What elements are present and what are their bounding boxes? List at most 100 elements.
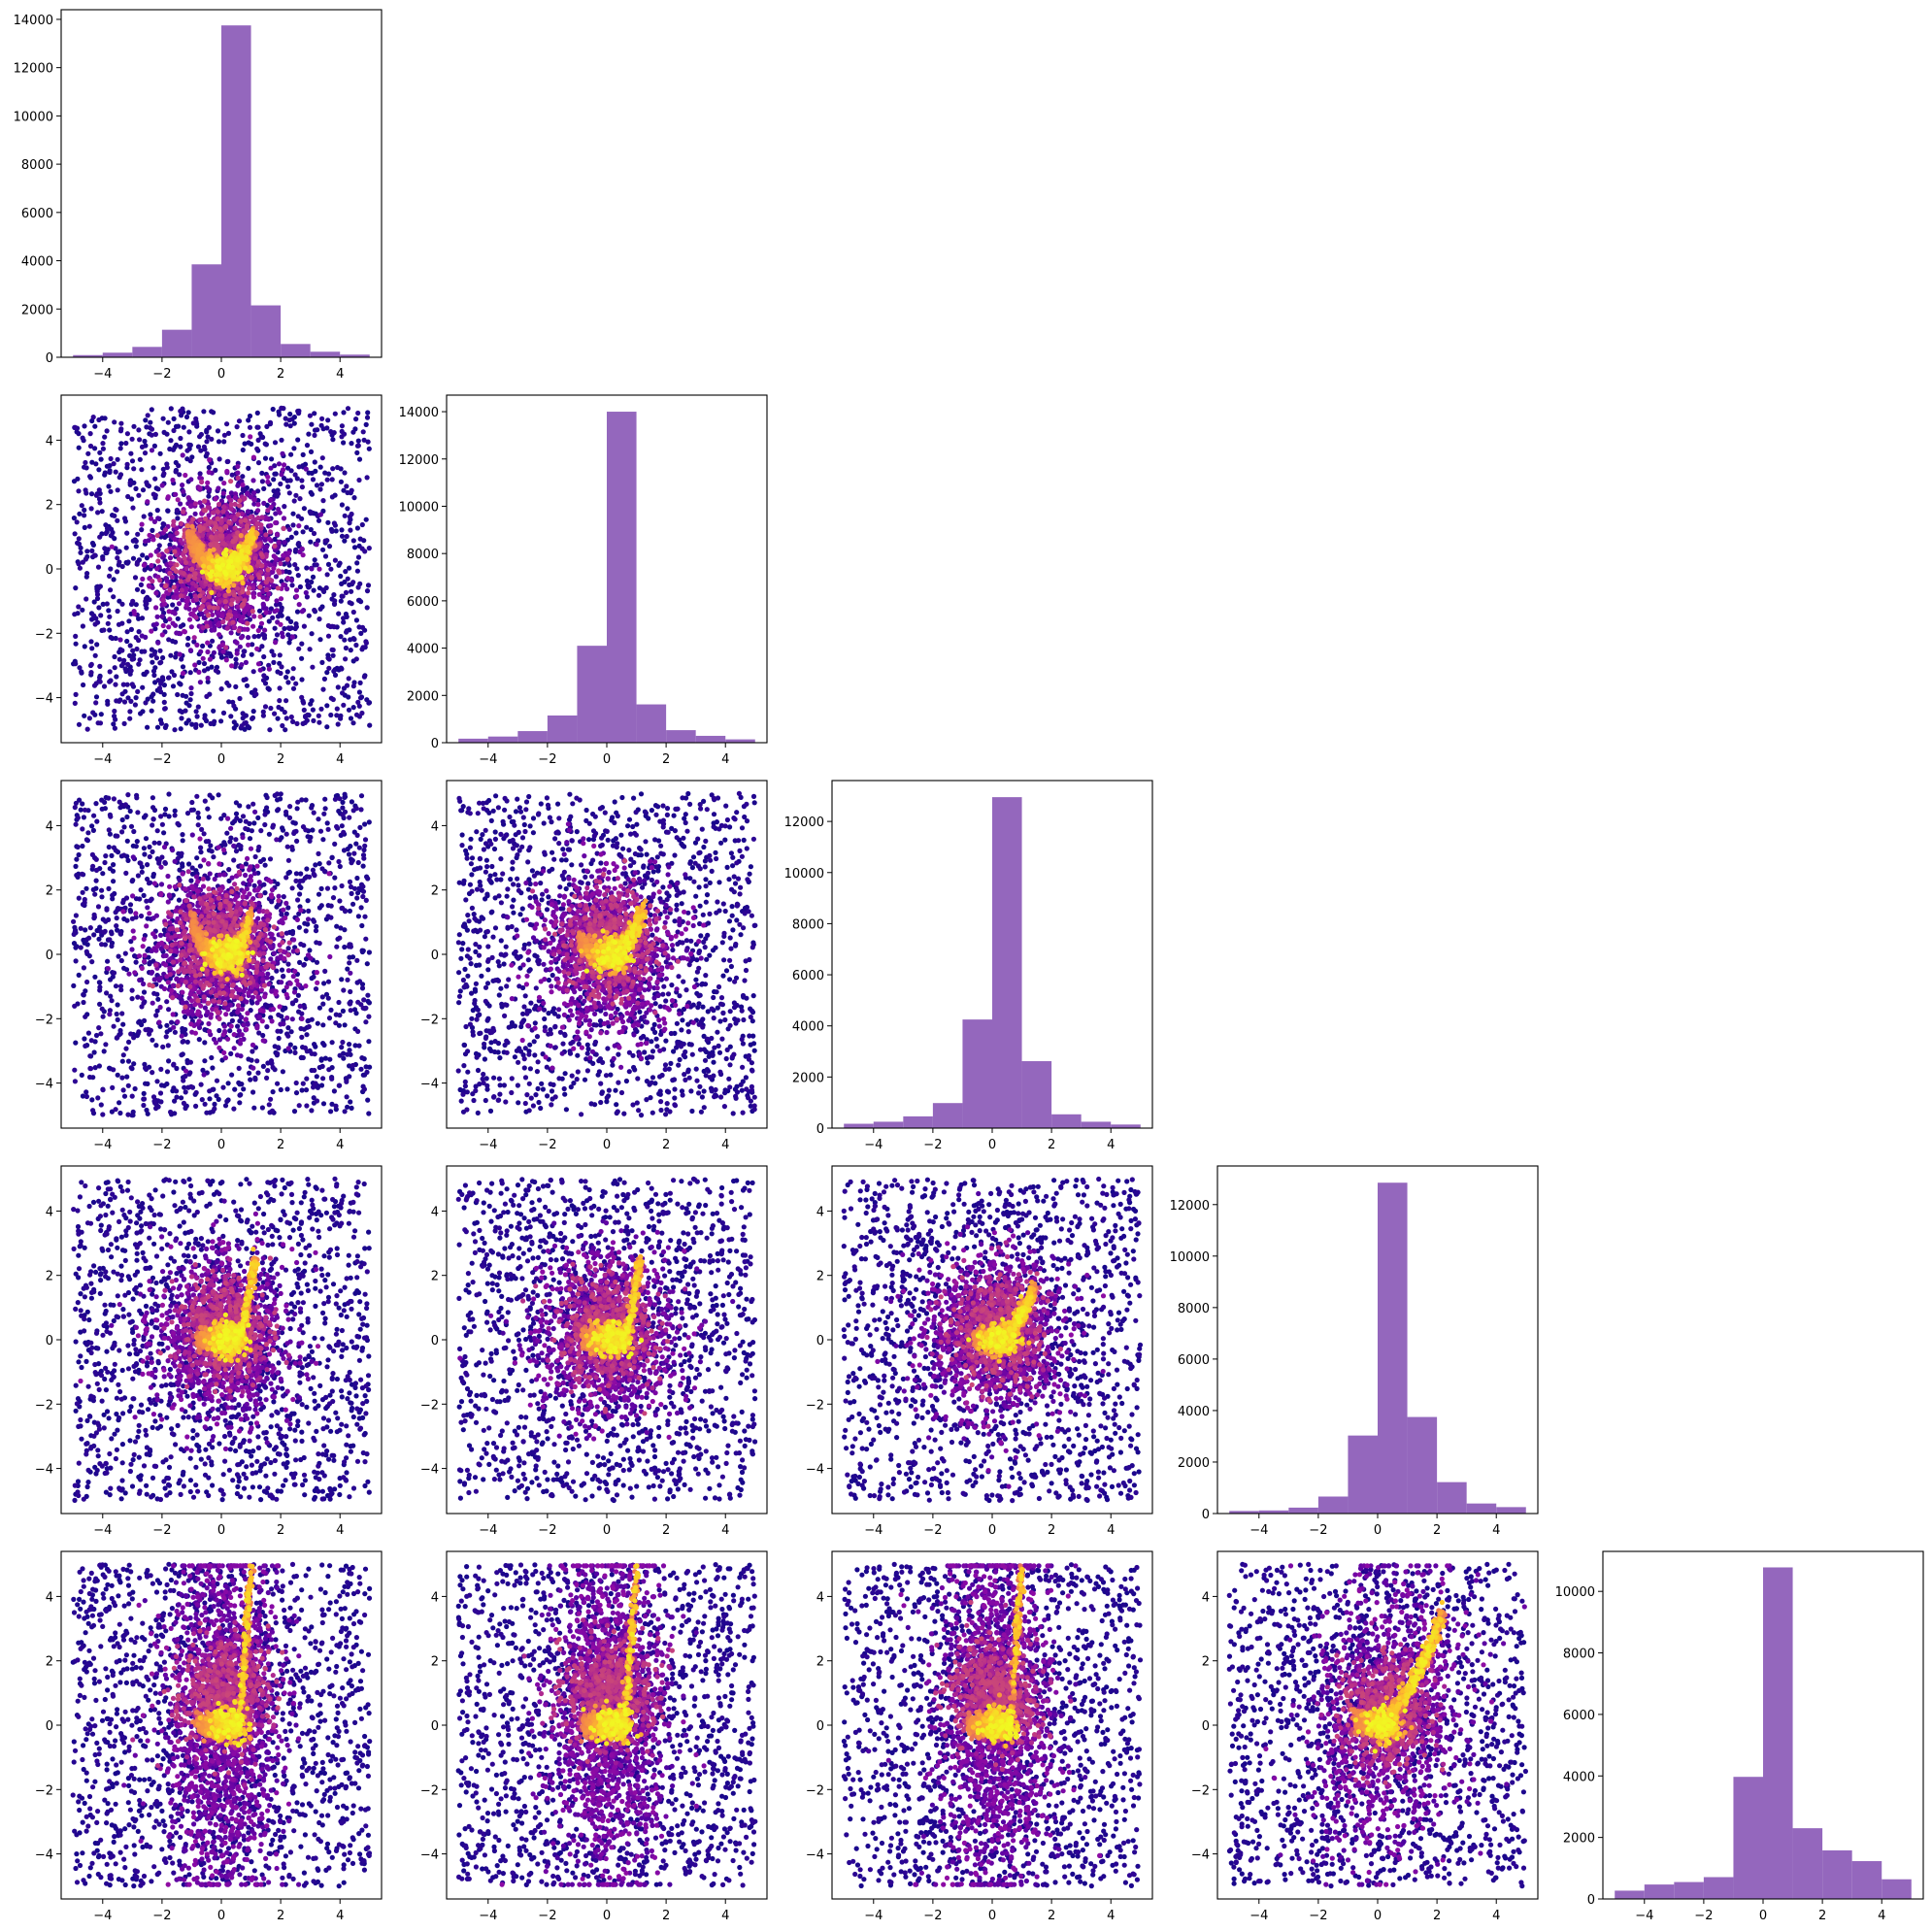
scatter-point: [287, 411, 293, 417]
scatter-point: [132, 1085, 138, 1092]
scatter-point: [226, 683, 232, 688]
scatter-point: [228, 506, 234, 512]
scatter-point: [184, 598, 190, 604]
scatter-point: [275, 585, 281, 591]
scatter-points: [71, 791, 373, 1118]
scatter-point: [210, 1065, 216, 1071]
scatter-point: [215, 516, 220, 522]
scatter-point: [347, 908, 352, 915]
scatter-point: [205, 434, 211, 440]
scatter-point: [112, 708, 117, 715]
scatter-point: [256, 591, 262, 597]
scatter-point: [108, 455, 114, 462]
scatter-point: [193, 615, 199, 620]
scatter-point: [199, 532, 206, 539]
scatter-point: [223, 575, 229, 581]
scatter-point: [300, 529, 306, 535]
scatter-point: [336, 611, 342, 616]
scatter-point: [299, 641, 305, 647]
histogram-bar: [1733, 1777, 1763, 1899]
scatter-point: [283, 421, 289, 427]
scatter-point: [141, 989, 148, 995]
scatter-point: [202, 508, 208, 514]
scatter-point: [229, 1072, 235, 1078]
scatter-point: [179, 413, 184, 418]
scatter-point: [89, 540, 96, 547]
scatter-point: [211, 510, 217, 516]
scatter-point: [342, 944, 348, 950]
scatter-point: [330, 696, 336, 703]
scatter-point: [296, 646, 302, 651]
scatter-point: [128, 626, 134, 633]
scatter-point: [266, 686, 272, 692]
scatter-point: [145, 499, 150, 505]
histogram-ytick-label: 10000: [1555, 1585, 1595, 1600]
scatter-point: [349, 1105, 354, 1111]
histogram-xtick-label: 2: [1818, 1909, 1826, 1923]
scatter-point: [287, 478, 293, 483]
scatter-point: [248, 1008, 253, 1014]
scatter-point: [176, 601, 183, 607]
scatter-point: [350, 720, 356, 726]
scatter-point: [339, 977, 345, 982]
scatter-point: [210, 558, 216, 564]
scatter-point: [273, 640, 279, 646]
histogram-bar: [992, 797, 1022, 1128]
scatter-point: [201, 563, 207, 569]
scatter-point: [246, 440, 251, 446]
scatter-point: [297, 495, 303, 502]
scatter-point: [358, 599, 364, 605]
scatter-point: [104, 601, 110, 607]
scatter-point: [140, 487, 147, 493]
scatter-points: [71, 405, 373, 733]
scatter-point: [107, 627, 113, 633]
scatter-point: [198, 542, 204, 549]
histogram-bar: [161, 329, 192, 357]
scatter-point: [225, 1081, 231, 1086]
scatter-point: [162, 601, 168, 607]
scatter-point: [248, 434, 253, 440]
scatter-point: [150, 659, 155, 665]
scatter-point: [277, 652, 283, 658]
scatter-point: [233, 800, 239, 806]
scatter-point: [223, 547, 229, 553]
scatter-point: [235, 577, 241, 583]
scatter-point: [281, 552, 286, 558]
scatter-point: [285, 483, 291, 489]
scatter-point: [226, 563, 232, 569]
scatter-point: [141, 892, 147, 899]
scatter-point: [357, 680, 363, 686]
scatter-point: [148, 512, 153, 517]
scatter-point: [259, 1105, 265, 1111]
scatter-point: [239, 662, 245, 668]
scatter-point: [168, 560, 174, 566]
scatter-point: [134, 586, 141, 592]
scatter-point: [260, 434, 266, 441]
scatter-point: [247, 836, 253, 842]
scatter-point: [160, 466, 166, 472]
scatter-point: [77, 565, 83, 571]
scatter-point: [331, 668, 337, 675]
scatter-point: [157, 648, 163, 653]
scatter-point: [299, 677, 305, 683]
scatter-point: [216, 621, 221, 628]
scatter-point: [234, 596, 240, 602]
scatter-point: [206, 464, 212, 471]
scatter-point: [106, 608, 112, 614]
scatter-point: [149, 516, 154, 521]
scatter-point: [246, 585, 252, 591]
scatter-point: [314, 483, 320, 488]
scatter-point: [224, 510, 230, 516]
scatter-point: [174, 587, 180, 594]
scatter-point: [205, 679, 211, 684]
scatter-point: [96, 467, 102, 473]
scatter-point: [272, 625, 278, 631]
scatter-point: [160, 416, 166, 421]
scatter-point: [76, 972, 82, 979]
scatter-point: [193, 416, 199, 421]
scatter-point: [141, 562, 147, 568]
scatter-point: [286, 569, 292, 576]
scatter-point: [281, 525, 286, 532]
scatter-point: [129, 682, 135, 687]
